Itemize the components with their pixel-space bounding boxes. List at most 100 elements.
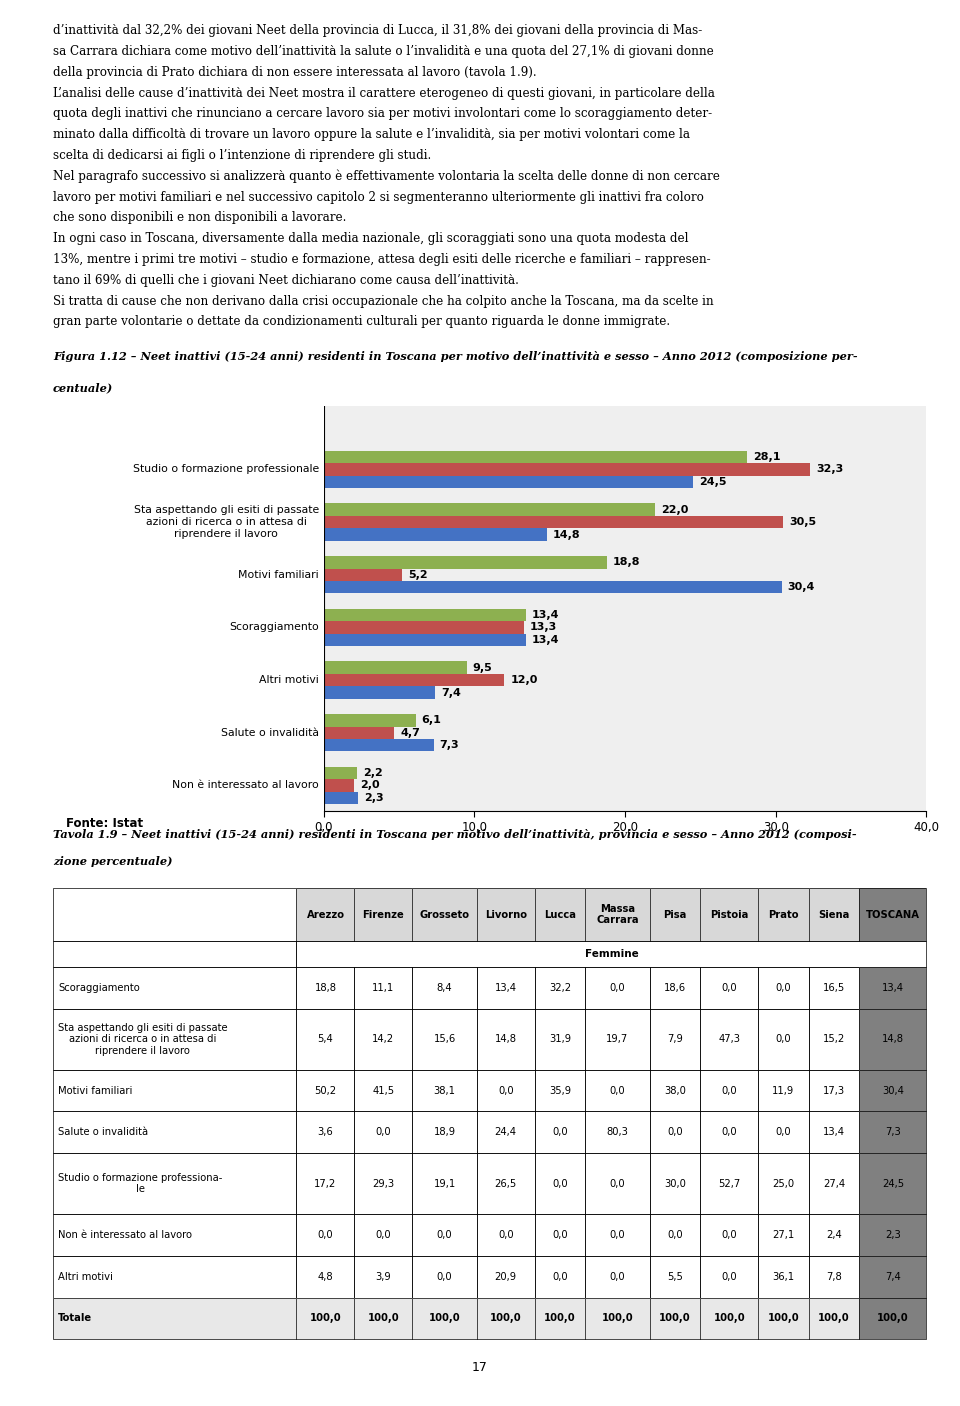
Text: 27,1: 27,1	[772, 1230, 795, 1240]
Text: Scoraggiamento: Scoraggiamento	[58, 983, 140, 993]
Bar	[354, 1008, 413, 1070]
Bar	[535, 1215, 586, 1256]
Text: Fonte: Istat: Fonte: Istat	[66, 817, 143, 831]
Bar	[324, 609, 525, 621]
Bar	[700, 1256, 758, 1298]
Bar	[586, 1298, 650, 1340]
Text: L’analisi delle cause d’inattività dei Neet mostra il carattere eterogeneo di qu: L’analisi delle cause d’inattività dei N…	[53, 87, 714, 100]
Bar	[700, 1153, 758, 1215]
Bar	[477, 1153, 535, 1215]
Bar	[324, 634, 525, 647]
Bar	[650, 1298, 700, 1340]
Bar	[586, 889, 650, 941]
Bar	[354, 1298, 413, 1340]
Text: 13,3: 13,3	[530, 623, 558, 633]
Text: Pisa: Pisa	[663, 910, 686, 920]
Bar	[808, 889, 859, 941]
Text: della provincia di Prato dichiara di non essere interessata al lavoro (tavola 1.: della provincia di Prato dichiara di non…	[53, 66, 537, 79]
Bar	[650, 1256, 700, 1298]
Text: Motivi familiari: Motivi familiari	[58, 1085, 132, 1095]
Bar	[297, 1070, 354, 1111]
Bar	[650, 1008, 700, 1070]
Text: Arezzo: Arezzo	[306, 910, 345, 920]
Text: Motivi familiari: Motivi familiari	[238, 569, 319, 579]
Text: 7,9: 7,9	[667, 1035, 683, 1045]
Text: 100,0: 100,0	[544, 1313, 576, 1323]
Text: 7,4: 7,4	[442, 688, 461, 697]
Text: Grosseto: Grosseto	[420, 910, 469, 920]
Text: Sta aspettando gli esiti di passate
azioni di ricerca o in attesa di
riprendere : Sta aspettando gli esiti di passate azio…	[133, 506, 319, 538]
Text: gran parte volontarie o dettate da condizionamenti culturali per quanto riguarda: gran parte volontarie o dettate da condi…	[53, 315, 670, 329]
Bar	[859, 1215, 926, 1256]
Text: tano il 69% di quelli che i giovani Neet dichiarano come causa dell’inattività.: tano il 69% di quelli che i giovani Neet…	[53, 274, 518, 287]
Text: 19,7: 19,7	[607, 1035, 629, 1045]
Text: 0,0: 0,0	[776, 983, 791, 993]
Bar	[413, 1153, 477, 1215]
Text: 100,0: 100,0	[310, 1313, 341, 1323]
Text: 35,9: 35,9	[549, 1085, 571, 1095]
Text: quota degli inattivi che rinunciano a cercare lavoro sia per motivi involontari : quota degli inattivi che rinunciano a ce…	[53, 107, 712, 121]
Bar	[808, 1153, 859, 1215]
Bar	[758, 1111, 808, 1153]
Bar	[535, 1111, 586, 1153]
Bar	[324, 673, 504, 686]
Bar	[354, 967, 413, 1008]
Bar	[535, 1256, 586, 1298]
Text: 13,4: 13,4	[494, 983, 516, 993]
Text: Scoraggiamento: Scoraggiamento	[229, 623, 319, 633]
Bar	[413, 1298, 477, 1340]
Bar	[53, 1070, 297, 1111]
Bar	[859, 967, 926, 1008]
Bar	[586, 967, 650, 1008]
Bar	[859, 1153, 926, 1215]
Text: 2,4: 2,4	[827, 1230, 842, 1240]
Bar	[808, 1008, 859, 1070]
Text: 100,0: 100,0	[660, 1313, 690, 1323]
Text: 30,4: 30,4	[882, 1085, 903, 1095]
Bar	[859, 1008, 926, 1070]
Text: Non è interessato al lavoro: Non è interessato al lavoro	[172, 780, 319, 790]
Bar	[297, 1153, 354, 1215]
Bar	[700, 1111, 758, 1153]
Text: 2,2: 2,2	[363, 768, 382, 778]
Text: 24,5: 24,5	[699, 477, 727, 486]
Bar	[650, 1298, 700, 1340]
Bar	[758, 1215, 808, 1256]
Bar	[53, 1298, 297, 1340]
Bar	[586, 1215, 650, 1256]
Text: 52,7: 52,7	[718, 1178, 740, 1188]
Bar	[477, 967, 535, 1008]
Text: 100,0: 100,0	[490, 1313, 521, 1323]
Text: Studio o formazione professiona-
le: Studio o formazione professiona- le	[58, 1173, 223, 1195]
Bar	[650, 1215, 700, 1256]
Bar	[477, 1070, 535, 1111]
Bar	[354, 1298, 413, 1340]
Bar	[324, 621, 524, 634]
Text: 0,0: 0,0	[721, 1128, 737, 1137]
Bar	[413, 889, 477, 941]
Text: 13,4: 13,4	[532, 636, 559, 645]
Text: Lucca: Lucca	[544, 910, 576, 920]
Bar	[808, 1070, 859, 1111]
Text: Studio o formazione professionale: Studio o formazione professionale	[132, 464, 319, 474]
Text: 32,2: 32,2	[549, 983, 571, 993]
Text: 0,0: 0,0	[776, 1128, 791, 1137]
Bar	[413, 1070, 477, 1111]
Text: Prato: Prato	[768, 910, 799, 920]
Bar	[859, 1070, 926, 1111]
Text: 38,1: 38,1	[434, 1085, 456, 1095]
Text: zione percentuale): zione percentuale)	[53, 856, 172, 868]
Bar	[324, 475, 693, 488]
Bar	[324, 727, 395, 740]
Text: 11,1: 11,1	[372, 983, 395, 993]
Bar	[808, 1256, 859, 1298]
Text: Femmine: Femmine	[585, 949, 638, 959]
Text: 0,0: 0,0	[610, 1178, 625, 1188]
Bar	[859, 1111, 926, 1153]
Text: 25,0: 25,0	[773, 1178, 795, 1188]
Text: 0,0: 0,0	[776, 1035, 791, 1045]
Bar	[650, 967, 700, 1008]
Bar	[413, 1256, 477, 1298]
Bar	[53, 941, 297, 967]
Bar	[758, 889, 808, 941]
